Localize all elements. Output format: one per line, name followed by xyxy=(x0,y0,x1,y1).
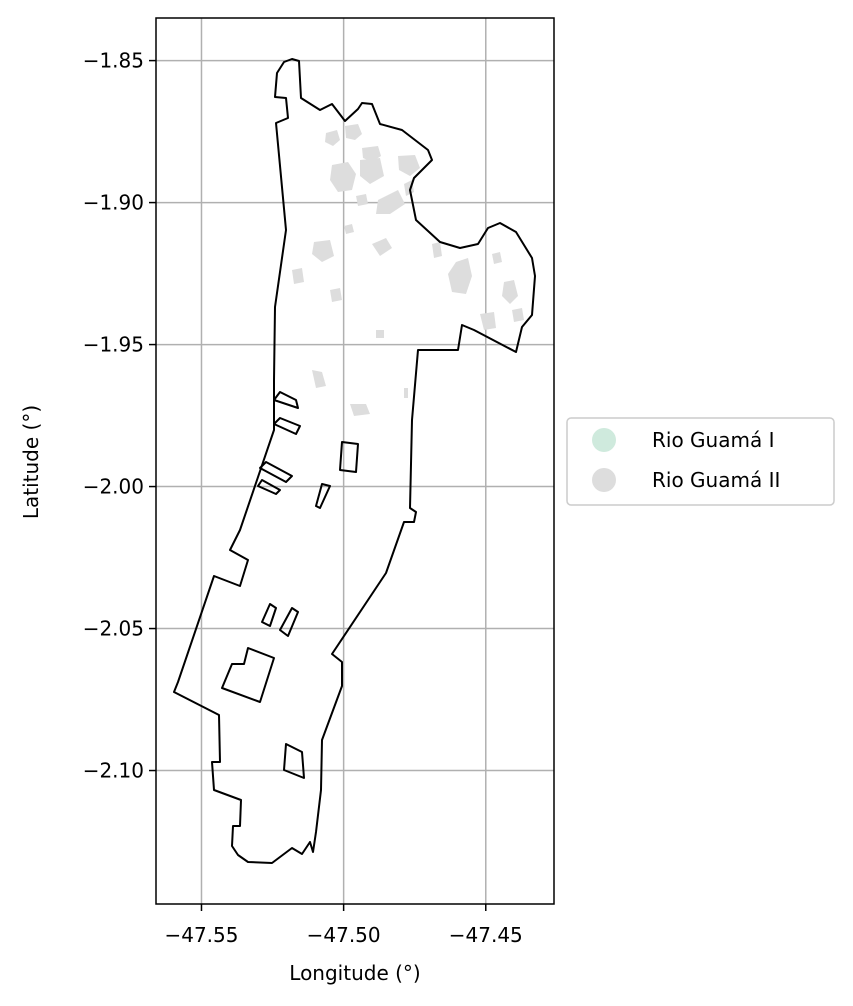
patch xyxy=(404,388,408,398)
main-boundary xyxy=(173,58,536,864)
patch xyxy=(356,194,368,206)
hole xyxy=(259,461,293,483)
patch xyxy=(312,370,326,388)
patch xyxy=(345,124,362,140)
legend-marker-rio-guama-ii xyxy=(592,468,616,492)
hole xyxy=(221,647,275,703)
patch xyxy=(372,238,392,256)
hole xyxy=(261,603,277,627)
patch xyxy=(432,242,442,258)
patch xyxy=(376,330,384,338)
patch xyxy=(502,280,518,304)
x-tick-label: −47.45 xyxy=(449,923,523,947)
x-axis-ticks: −47.55 −47.50 −47.45 xyxy=(164,904,523,947)
hole xyxy=(339,441,359,473)
patch xyxy=(330,288,342,302)
legend-box xyxy=(566,417,835,506)
y-tick-label: −1.90 xyxy=(83,191,144,215)
x-tick-label: −47.55 xyxy=(164,923,238,947)
legend: Rio Guamá I Rio Guamá II xyxy=(566,417,835,506)
y-tick-label: −2.00 xyxy=(83,475,144,499)
patch xyxy=(292,268,304,284)
hole xyxy=(273,391,299,409)
y-tick-label: −2.10 xyxy=(83,759,144,783)
patch xyxy=(512,308,524,322)
x-tick-label: −47.50 xyxy=(307,923,381,947)
hole xyxy=(279,607,299,637)
legend-label-rio-guama-i: Rio Guamá I xyxy=(652,428,774,452)
legend-label-rio-guama-ii: Rio Guamá II xyxy=(652,468,780,492)
hole xyxy=(315,483,331,509)
hole xyxy=(283,743,305,779)
hole xyxy=(273,417,301,435)
patch xyxy=(448,258,472,294)
grid-lines xyxy=(156,18,554,904)
legend-marker-rio-guama-i xyxy=(592,428,616,452)
rio-guama-ii-patches xyxy=(292,124,524,416)
y-axis-label: Latitude (°) xyxy=(19,405,43,519)
patch xyxy=(362,146,381,162)
patch xyxy=(330,162,356,192)
boundary-outlines xyxy=(173,58,536,864)
plot-frame xyxy=(155,17,555,905)
patch xyxy=(492,252,502,264)
patch xyxy=(350,404,370,416)
hole xyxy=(257,479,281,495)
patch xyxy=(398,155,420,176)
y-tick-label: −1.85 xyxy=(83,49,144,73)
patch xyxy=(312,240,334,262)
patch xyxy=(344,224,354,234)
y-tick-label: −2.05 xyxy=(83,617,144,641)
y-tick-label: −1.95 xyxy=(83,333,144,357)
x-axis-label: Longitude (°) xyxy=(289,961,420,985)
patch xyxy=(360,158,384,184)
y-axis-ticks: −1.85 −1.90 −1.95 −2.00 −2.05 −2.10 xyxy=(83,49,156,783)
patch xyxy=(325,130,340,146)
patch xyxy=(480,312,496,330)
patch xyxy=(376,190,405,214)
